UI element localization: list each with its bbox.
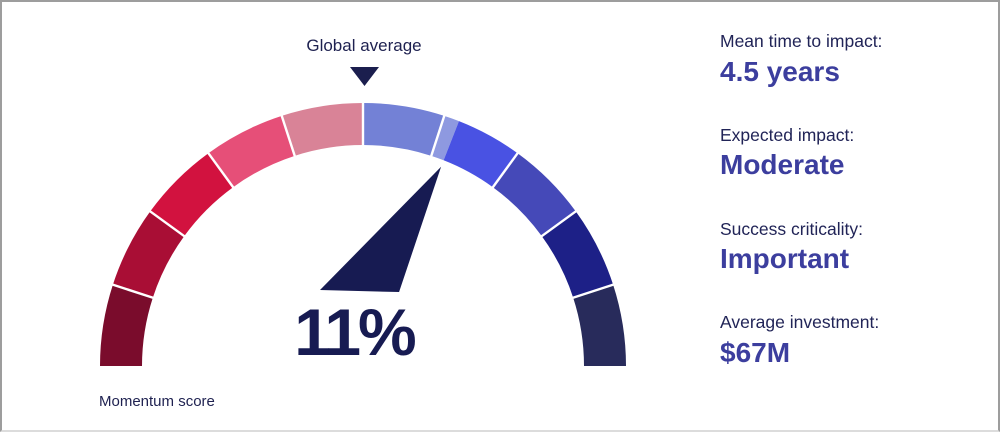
stat-value: Moderate [720, 149, 845, 181]
segment-3 [150, 153, 234, 237]
stats-panel: Mean time to impact: 4.5 years Expected … [720, 30, 882, 405]
stat-success-criticality: Success criticality: Important [720, 218, 882, 276]
stat-average-investment: Average investment: $67M [720, 311, 882, 369]
gauge-segment-dividers [111, 102, 615, 300]
stat-expected-impact: Expected impact: Moderate [720, 124, 882, 182]
segment-1 [100, 284, 153, 366]
stat-label: Expected impact: [720, 124, 855, 145]
segment-5 [281, 103, 363, 156]
stat-mean-time-to-impact: Mean time to impact: 4.5 years [720, 30, 882, 88]
segment-11 [573, 284, 626, 366]
momentum-score-value: 11% [294, 295, 416, 369]
stat-label: Average investment: [720, 312, 880, 333]
stat-value: $67M [720, 337, 791, 369]
stat-label: Success criticality: [720, 218, 863, 239]
gauge-needle [320, 166, 442, 293]
momentum-score-caption: Momentum score [99, 393, 215, 410]
segment-8 [443, 121, 518, 188]
segment-2 [112, 211, 185, 298]
segment-7 [431, 115, 459, 161]
stat-value: Important [720, 243, 850, 275]
global-average-marker-icon [350, 67, 379, 86]
global-average-label: Global average [306, 36, 422, 55]
stat-label: Mean time to impact: [720, 31, 883, 51]
gauge-segments [100, 103, 626, 366]
segment-9 [492, 153, 576, 237]
segment-4 [208, 115, 295, 188]
segment-10 [541, 211, 614, 298]
segment-6 [363, 103, 445, 156]
stat-value: 4.5 years [720, 55, 840, 87]
